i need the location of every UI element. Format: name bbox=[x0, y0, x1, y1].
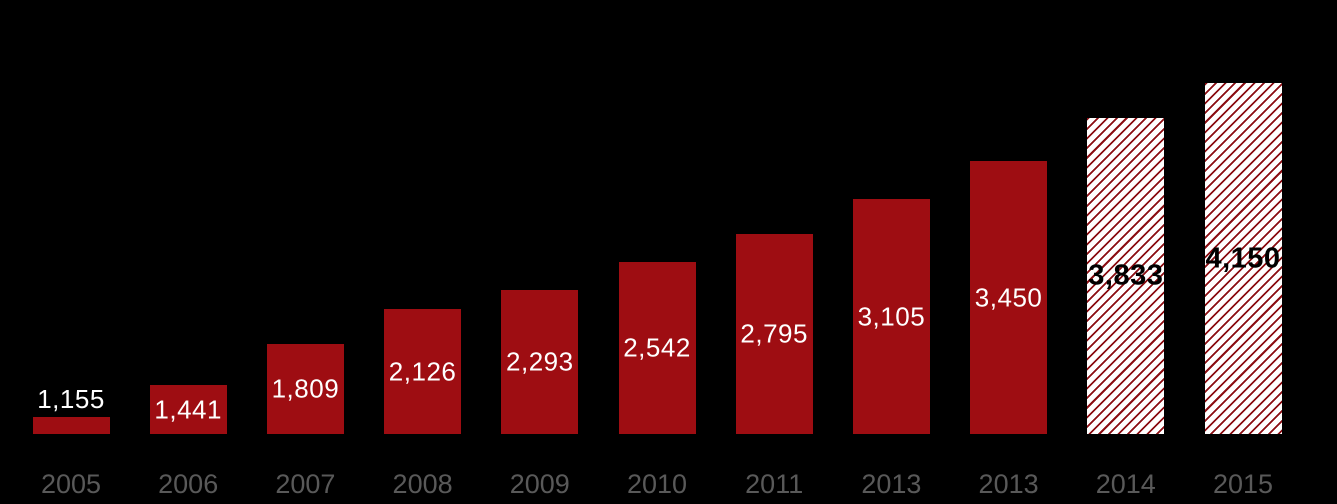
x-axis-label: 2008 bbox=[392, 469, 453, 499]
bar-value-label: 3,833 bbox=[1088, 259, 1164, 292]
bar-value-label: 3,450 bbox=[974, 282, 1043, 312]
bar-value-label: 4,150 bbox=[1205, 242, 1281, 274]
bar-2013: 3,450 bbox=[970, 161, 1048, 434]
x-axis-label: 2005 bbox=[40, 469, 102, 499]
plot-area: 1,155 1,441 1,809 2,126 2,293 2,542 2,795 3,105… bbox=[32, 83, 1282, 434]
bar-2014: 3,833 bbox=[1087, 118, 1165, 434]
bar-2008: 2,126 bbox=[384, 309, 462, 434]
x-axis-label: 2013 bbox=[861, 469, 922, 499]
x-axis-label: 2007 bbox=[275, 469, 336, 499]
bar-2013: 3,105 bbox=[852, 199, 930, 434]
bar-2007: 1,809 bbox=[266, 344, 344, 434]
x-axis-label: 2011 bbox=[745, 469, 804, 499]
bar-value-label: 2,126 bbox=[388, 356, 457, 386]
bar-2009: 2,293 bbox=[501, 290, 579, 434]
bar-2010: 2,542 bbox=[618, 262, 696, 434]
bar-2015: 4,150 bbox=[1204, 83, 1282, 434]
bar-2011: 2,795 bbox=[735, 234, 813, 434]
bar-value-label: 2,795 bbox=[740, 318, 808, 349]
bar-value-label: 1,155 bbox=[37, 384, 105, 414]
bar-value-label: 3,105 bbox=[857, 301, 926, 331]
x-axis-label: 2006 bbox=[158, 469, 219, 499]
x-axis: 2005 2006 2007 2008 2009 2010 2011 2013 2013 2014… bbox=[0, 469, 1337, 501]
bar-value-label: 1,441 bbox=[154, 394, 222, 424]
bar-value-label: 1,809 bbox=[271, 373, 340, 404]
bar-2005: 1,155 bbox=[32, 384, 110, 434]
x-axis-label: 2013 bbox=[978, 469, 1039, 499]
bar-value-label: 2,293 bbox=[506, 346, 574, 377]
x-axis-label: 2014 bbox=[1095, 469, 1156, 499]
bar-2006: 1,441 bbox=[149, 385, 227, 434]
bar-value-label: 2,542 bbox=[623, 332, 691, 363]
x-axis-label: 2015 bbox=[1212, 469, 1274, 499]
x-axis-label: 2010 bbox=[626, 469, 688, 499]
x-axis-label: 2009 bbox=[509, 469, 570, 499]
